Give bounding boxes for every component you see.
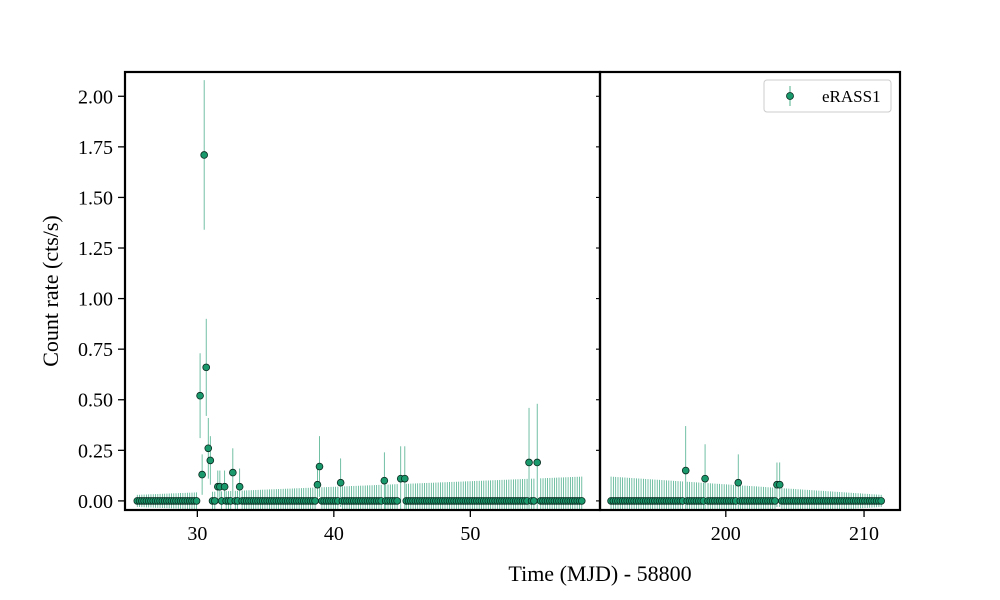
x-tick-label: 40 xyxy=(324,523,344,545)
data-point xyxy=(775,480,784,489)
baseline-point xyxy=(530,497,538,505)
data-point xyxy=(206,456,215,465)
y-tick-label: 1.50 xyxy=(78,187,113,209)
ticks-layer: 30 40 50 0.00 0.25 0.50 0.75 1.00 1.25 1.50 1.75 2.… xyxy=(78,86,879,545)
baseline-point xyxy=(393,497,401,505)
panel-2-data xyxy=(607,426,885,510)
y-tick-label: 0.25 xyxy=(78,440,113,462)
legend-label: eRASS1 xyxy=(822,87,881,106)
data-point xyxy=(198,470,206,479)
data-point xyxy=(235,482,244,491)
data-point xyxy=(533,458,542,467)
y-tick-label: 0.50 xyxy=(78,390,113,412)
data-point xyxy=(229,468,237,477)
data-point xyxy=(681,466,690,475)
y-tick-label: 1.25 xyxy=(78,238,113,260)
data-point xyxy=(220,482,229,491)
x-tick-label: 30 xyxy=(187,523,207,545)
panel-2-frame xyxy=(598,70,902,512)
data-point xyxy=(200,151,208,159)
baseline-point xyxy=(877,497,885,505)
y-tick-label: 1.75 xyxy=(78,137,113,159)
x-tick-label: 50 xyxy=(460,523,480,545)
data-point xyxy=(380,476,389,485)
data-point xyxy=(701,474,709,483)
data-point xyxy=(401,474,409,483)
data-point xyxy=(202,363,211,372)
panel-1-data xyxy=(133,80,586,510)
data-point xyxy=(196,391,204,400)
baseline-point xyxy=(771,497,779,505)
legend: eRASS1 xyxy=(763,79,892,113)
legend-marker xyxy=(786,92,794,100)
y-tick-label: 0.00 xyxy=(78,491,113,513)
y-axis-title: Count rate (cts/s) xyxy=(38,215,63,367)
data-point xyxy=(204,444,213,453)
baseline-point xyxy=(311,497,319,505)
data-point xyxy=(313,480,322,489)
x-axis-title: Time (MJD) - 58800 xyxy=(508,561,691,586)
data-point xyxy=(734,478,743,487)
x-tick-label: 210 xyxy=(849,523,879,545)
x-tick-label: 200 xyxy=(711,523,741,545)
y-tick-label: 1.00 xyxy=(78,289,113,311)
data-point xyxy=(336,478,345,487)
baseline-point xyxy=(210,497,219,505)
y-tick-label: 2.00 xyxy=(78,86,113,108)
data-layer xyxy=(133,80,885,510)
baseline-point xyxy=(577,497,586,505)
data-point xyxy=(315,462,324,471)
legend-box xyxy=(763,79,892,113)
baseline-point xyxy=(192,497,201,505)
y-tick-label: 0.75 xyxy=(78,339,113,361)
frame-layer xyxy=(123,70,902,512)
data-point xyxy=(525,458,533,467)
